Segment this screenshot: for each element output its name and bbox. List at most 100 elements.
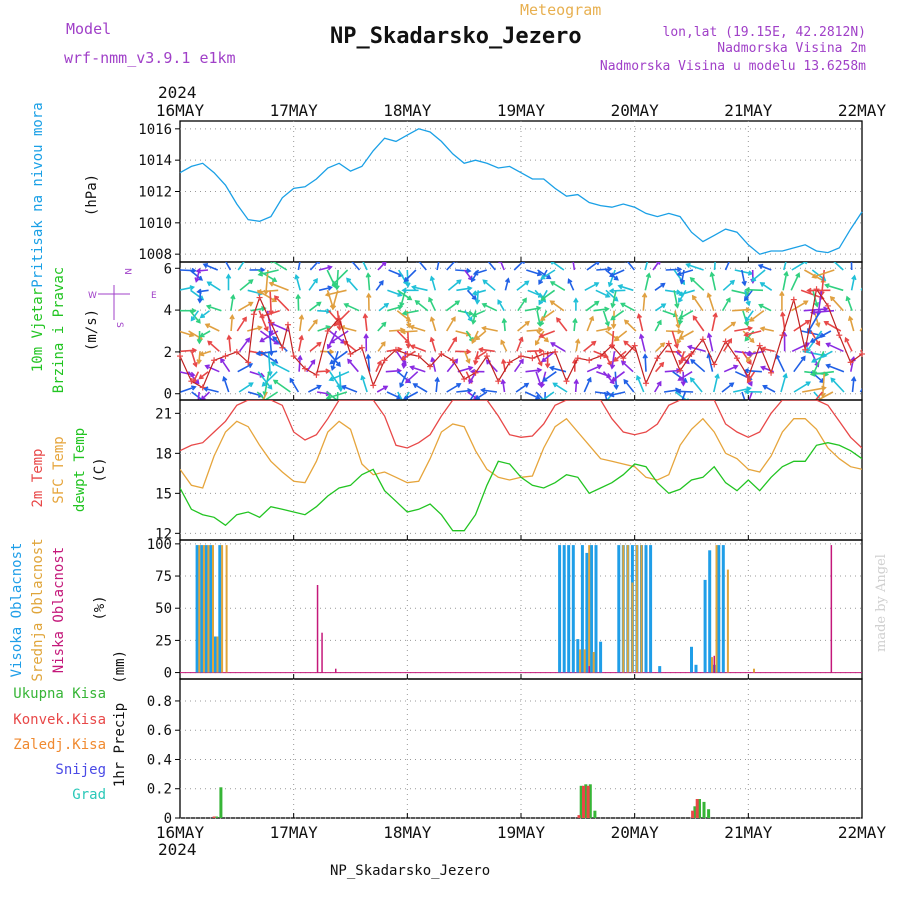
wind-arrow: [693, 296, 703, 311]
wind-arrow: [517, 281, 528, 290]
credit-label: made by Angel: [874, 554, 889, 652]
cloud-bar-high: [585, 553, 588, 673]
cloud-ytick-label: 75: [155, 569, 172, 585]
wind-arrow: [447, 384, 461, 392]
compass-n: N: [122, 268, 132, 275]
top-date-label: 16MAY: [156, 101, 205, 120]
wind-arrow: [446, 301, 459, 310]
cloud-bar-high: [658, 666, 661, 672]
wind-arrow: [557, 318, 567, 331]
wind-arrow: [270, 283, 289, 290]
wind-ytick-label: 6: [164, 261, 172, 277]
wind-arrow: [677, 391, 693, 392]
wind-arrow-head: [866, 278, 870, 282]
precip-bar-total: [219, 787, 222, 818]
model-altitude-label: Nadmorska Visina u modelu 13.6258m: [600, 59, 866, 74]
top-date-label: 19MAY: [497, 101, 546, 120]
wind-arrow-head: [806, 407, 810, 411]
wind-arrow: [624, 380, 633, 392]
wind-arrow: [722, 383, 733, 392]
cloud-bar-mid: [203, 545, 205, 672]
bottom-date-label: 19MAY: [497, 823, 546, 842]
cloud-bar-high: [590, 545, 593, 672]
cloud-ytick-label: 50: [155, 601, 172, 617]
wind-arrow-head: [849, 256, 853, 260]
cloud-bar-low: [831, 545, 833, 672]
cloud-bar-mid: [584, 649, 586, 672]
wind-arrow: [447, 318, 455, 332]
wind-arrow: [831, 297, 843, 311]
wind-arrow-head: [256, 409, 260, 413]
wind-arrow: [405, 270, 416, 281]
cloud-bar-mid: [622, 545, 624, 672]
wind-arrow: [656, 343, 664, 351]
legend-conv-precip: Konvek.Kisa: [13, 712, 106, 728]
pressure-unit: (hPa): [84, 174, 100, 216]
wind-arrow: [827, 344, 844, 352]
cloud-bar-mid: [641, 545, 643, 672]
pressure-ytick-label: 1010: [138, 216, 172, 232]
wind-arrow: [240, 339, 250, 352]
cloud-bar-high: [695, 665, 698, 673]
precip-ytick-label: 0.8: [147, 694, 172, 710]
wind-arrow: [416, 301, 428, 311]
wind-arrow: [406, 372, 418, 383]
cloud-bar-high: [209, 545, 212, 672]
wind-arrow: [348, 360, 358, 372]
wind-arrows: [178, 252, 873, 413]
cloud-bar-high: [649, 545, 652, 672]
wind-arrow: [863, 299, 872, 311]
precip-ytick-label: 0.4: [147, 752, 172, 768]
cloud-bar-mid: [716, 545, 718, 672]
cloud-bar-high: [205, 545, 208, 672]
wind-arrow: [691, 278, 704, 290]
cloud-bar-high: [708, 550, 711, 672]
wind-arrow: [310, 343, 321, 352]
cloud-bar-mid: [727, 570, 729, 673]
cloud-bar-low: [714, 656, 716, 673]
cloud-ytick-label: 25: [155, 633, 172, 649]
cloud-bar-mid: [212, 545, 214, 672]
cloud-bar-high: [558, 545, 561, 672]
compass-e: E: [151, 291, 157, 301]
cloud-bar-high: [617, 545, 620, 672]
wind-arrow-head: [244, 257, 248, 261]
coords-label: lon,lat (19.15E, 42.2812N): [663, 25, 867, 40]
wind-arrow: [238, 364, 252, 372]
precip-bar-total: [703, 802, 706, 818]
precip-bar-conv: [213, 817, 216, 819]
cloud-bar-mid: [636, 545, 638, 672]
wind-arrow-head: [606, 403, 610, 407]
wind-arrow: [527, 351, 542, 352]
cloud-bar-high: [196, 545, 199, 672]
wind-arrow: [554, 383, 568, 392]
precip-bar-total: [593, 811, 596, 818]
pressure-ytick-label: 1012: [138, 185, 172, 201]
wind-arrow-head: [335, 408, 339, 412]
cloud-bar-mid: [627, 545, 629, 672]
wind-arrow: [221, 359, 230, 372]
wind-arrow: [584, 342, 596, 352]
wind-arrow: [298, 295, 299, 310]
bottom-date-label: 17MAY: [270, 823, 319, 842]
wind-arrow: [309, 279, 317, 290]
cloud-bar-low: [321, 633, 323, 673]
cloud-bar-high: [645, 545, 648, 672]
wind-arrow: [761, 283, 772, 290]
wind-arrow-head: [299, 255, 303, 259]
top-date-label: 22MAY: [838, 101, 887, 120]
wind-arrow: [516, 384, 528, 392]
precip-unit: (mm): [112, 650, 128, 684]
wind-arrow: [448, 280, 460, 290]
cloud-bar-mid: [217, 637, 219, 673]
temp-unit: (C): [92, 457, 108, 482]
wind-arrow: [723, 298, 730, 310]
wind-arrow: [691, 360, 704, 372]
wind-arrow: [347, 279, 357, 291]
wind-arrow: [691, 378, 702, 392]
cloud-bar-mid: [579, 649, 581, 672]
